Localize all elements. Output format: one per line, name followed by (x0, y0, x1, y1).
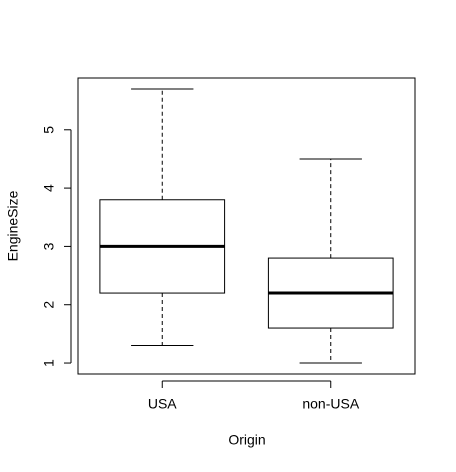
x-tick-label: USA (148, 396, 177, 412)
x-tick-label: non-USA (302, 396, 359, 412)
y-tick-label: 2 (41, 301, 57, 309)
x-axis-label: Origin (228, 432, 265, 448)
y-tick-label: 5 (41, 126, 57, 134)
y-tick-label: 1 (41, 359, 57, 367)
plot-frame (77, 77, 416, 375)
y-axis-label: EngineSize (5, 190, 21, 261)
y-tick-label: 4 (41, 184, 57, 192)
y-tick-label: 3 (41, 242, 57, 250)
